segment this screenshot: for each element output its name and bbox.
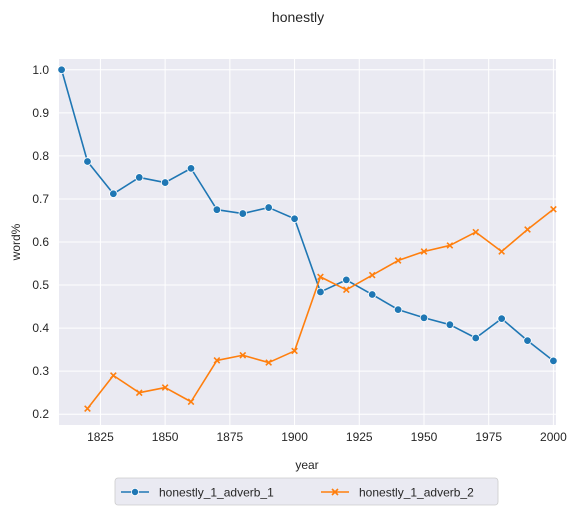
legend-marker-series-2 xyxy=(331,488,339,496)
legend: honestly_1_adverb_1 honestly_1_adverb_2 xyxy=(114,477,499,506)
data-point xyxy=(420,248,428,255)
x-tick-label: 1900 xyxy=(281,430,308,444)
data-point xyxy=(342,275,351,285)
series-line-1 xyxy=(60,69,554,362)
data-point xyxy=(368,271,376,279)
data-point xyxy=(239,351,247,359)
data-point xyxy=(264,203,273,212)
data-point xyxy=(394,257,402,264)
data-point xyxy=(472,228,480,236)
x-tick-label: 1850 xyxy=(152,430,179,444)
chart-title: honestly xyxy=(272,9,324,25)
data-point xyxy=(109,189,118,198)
data-point xyxy=(161,384,169,391)
data-point xyxy=(446,242,454,249)
data-point xyxy=(498,248,506,255)
data-point xyxy=(238,209,247,218)
data-point xyxy=(368,290,377,299)
y-tick-label: 1.0 xyxy=(32,63,49,77)
data-point xyxy=(342,286,350,294)
legend-marker-series-1 xyxy=(130,487,139,496)
data-point xyxy=(291,347,298,355)
data-point xyxy=(290,214,299,223)
data-point xyxy=(213,357,221,364)
data-point xyxy=(57,65,66,74)
data-point xyxy=(135,173,144,182)
legend-label-series-2: honestly_1_adverb_2 xyxy=(359,486,474,500)
data-point xyxy=(160,178,170,187)
y-axis-label: word% xyxy=(9,223,23,261)
data-point xyxy=(135,389,143,397)
data-point xyxy=(212,205,222,214)
legend-box xyxy=(114,477,499,506)
y-tick-label: 0.7 xyxy=(32,192,49,206)
data-point xyxy=(317,273,324,281)
x-tick-label: 1975 xyxy=(475,430,502,444)
series-layer xyxy=(57,65,558,413)
y-tick-label: 0.2 xyxy=(32,407,49,421)
y-tick-label: 0.8 xyxy=(32,149,49,163)
data-point xyxy=(445,320,455,329)
data-point xyxy=(187,398,195,406)
data-point xyxy=(316,287,325,297)
x-tick-label: 1875 xyxy=(216,430,243,444)
data-point xyxy=(83,157,92,166)
y-tick-label: 0.5 xyxy=(32,278,49,292)
data-point xyxy=(497,314,506,323)
x-tick-label: 1925 xyxy=(346,430,373,444)
x-axis-label: year xyxy=(295,458,318,472)
y-tick-label: 0.3 xyxy=(32,364,49,378)
data-point xyxy=(186,164,196,173)
x-tick-label: 2000 xyxy=(540,430,567,444)
y-tick-label: 0.6 xyxy=(32,235,49,249)
x-tick-label: 1950 xyxy=(411,430,438,444)
data-point xyxy=(265,359,273,366)
data-point xyxy=(419,313,429,322)
grid-lines xyxy=(59,59,556,425)
y-axis-ticks: 0.2 0.3 0.4 0.5 0.6 0.7 0.8 0.9 1.0 xyxy=(32,63,49,421)
x-axis-ticks: 1825 1850 1875 1900 1925 1950 1975 2000 xyxy=(87,430,567,444)
y-tick-label: 0.4 xyxy=(32,321,49,335)
y-tick-label: 0.9 xyxy=(32,106,49,120)
data-point xyxy=(523,336,532,345)
data-point xyxy=(393,305,403,314)
data-point xyxy=(84,405,91,413)
data-point xyxy=(109,372,117,379)
data-point xyxy=(549,356,558,366)
data-point xyxy=(471,333,480,343)
data-point xyxy=(524,226,531,233)
legend-label-series-1: honestly_1_adverb_1 xyxy=(159,486,274,500)
data-point xyxy=(550,205,557,213)
x-tick-label: 1825 xyxy=(87,430,114,444)
